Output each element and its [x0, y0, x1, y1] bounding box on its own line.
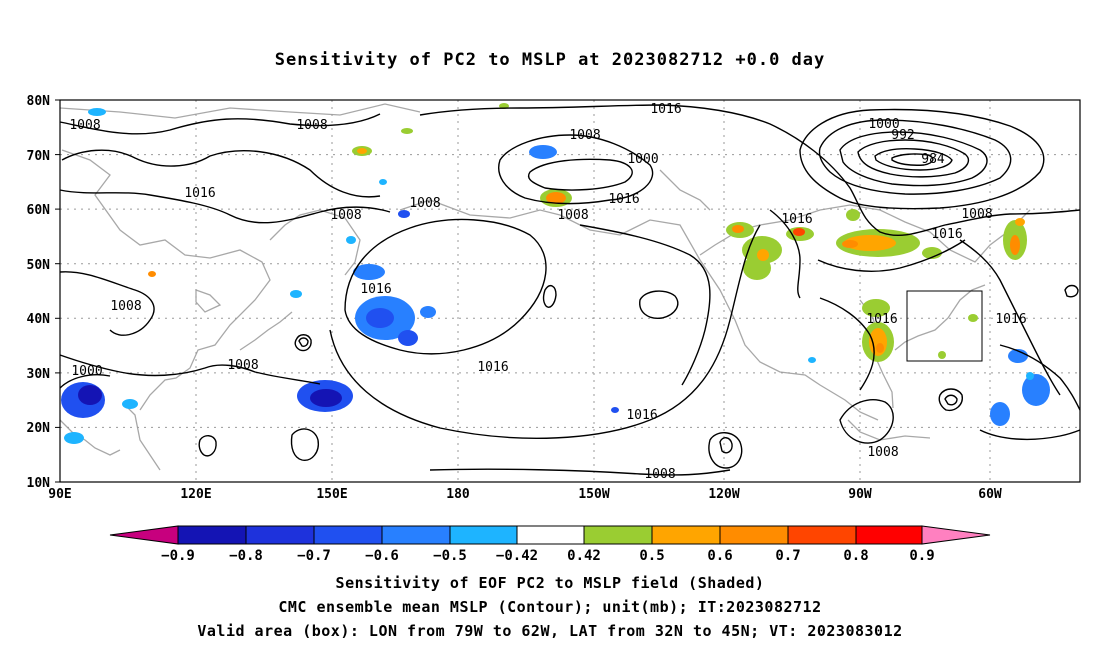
- lat-label: 30N: [27, 367, 51, 382]
- lon-label: 90E: [48, 487, 71, 502]
- axis-ticks: [55, 99, 60, 483]
- colorbar-label: 0.8: [843, 548, 868, 564]
- lon-label: 120E: [180, 487, 211, 502]
- mslp-contours: [59, 104, 1081, 476]
- contour-label: 1008: [330, 208, 361, 223]
- lat-axis-labels: 80N 70N 60N 50N 40N 30N 20N 10N: [27, 94, 51, 491]
- colorbar-swatch: [381, 525, 451, 545]
- contour-label: 1016: [866, 312, 897, 327]
- colorbar-swatch: [177, 525, 247, 545]
- colorbar-swatch: [313, 525, 383, 545]
- lon-label: 150E: [316, 487, 347, 502]
- lat-label: 70N: [27, 149, 51, 164]
- contour-label: 1016: [360, 282, 391, 297]
- chart-title: Sensitivity of PC2 to MSLP at 2023082712…: [274, 50, 826, 70]
- colorbar-swatch: [583, 525, 653, 545]
- lat-label: 80N: [27, 94, 51, 109]
- colorbar-swatch: [516, 525, 585, 545]
- colorbar-label: −0.9: [161, 548, 195, 564]
- contour-label: 1016: [626, 408, 657, 423]
- contour-label: 1008: [296, 118, 327, 133]
- contour-label: 1008: [69, 118, 100, 133]
- contour-label: 1008: [110, 299, 141, 314]
- contour-label: 1016: [995, 312, 1026, 327]
- colorbar-swatch: [787, 525, 857, 545]
- grid-lines: [60, 100, 1080, 482]
- lat-label: 10N: [27, 476, 51, 491]
- lon-label: 60W: [978, 487, 1002, 502]
- colorbar-label: −0.8: [229, 548, 263, 564]
- colorbar-label: −0.42: [496, 548, 538, 564]
- contour-label: 1008: [227, 358, 258, 373]
- contour-label: 1000: [868, 117, 899, 132]
- contour-label: 984: [921, 152, 945, 167]
- colorbar-low-triangle: [109, 525, 179, 545]
- caption-line-3: Valid area (box): LON from 79W to 62W, L…: [197, 622, 903, 640]
- caption-line-2: CMC ensemble mean MSLP (Contour); unit(m…: [278, 598, 822, 616]
- contour-label: 1016: [477, 360, 508, 375]
- colorbar-label: −0.6: [365, 548, 399, 564]
- lat-label: 40N: [27, 312, 51, 327]
- colorbar-labels: −0.9 −0.8 −0.7 −0.6 −0.5 −0.42 0.42 0.5 …: [161, 548, 935, 564]
- lat-label: 50N: [27, 258, 51, 273]
- contour-label: 1016: [931, 227, 962, 242]
- valid-area-box: [906, 290, 983, 362]
- colorbar-label: 0.5: [639, 548, 664, 564]
- colorbar-swatch: [245, 525, 315, 545]
- lon-axis-labels: 90E 120E 150E 180 150W 120W 90W 60W: [48, 487, 1002, 502]
- colorbar-label: −0.5: [433, 548, 467, 564]
- lat-label: 60N: [27, 203, 51, 218]
- colorbar-label: −0.7: [297, 548, 331, 564]
- caption-line-1: Sensitivity of EOF PC2 to MSLP field (Sh…: [335, 574, 765, 592]
- colorbar-swatch: [651, 525, 721, 545]
- contour-label: 1008: [409, 196, 440, 211]
- colorbar-swatch: [719, 525, 789, 545]
- negative-sensitivity-areas: [61, 108, 1050, 444]
- colorbar-label: 0.7: [775, 548, 800, 564]
- lon-label: 150W: [578, 487, 609, 502]
- contour-label: 1008: [961, 207, 992, 222]
- contour-label: 1008: [557, 208, 588, 223]
- lat-label: 20N: [27, 421, 51, 436]
- contour-label: 1008: [867, 445, 898, 460]
- lon-label: 180: [446, 487, 470, 502]
- colorbar-label: 0.9: [909, 548, 934, 564]
- colorbar-high-triangle: [921, 525, 991, 545]
- contour-label: 1008: [569, 128, 600, 143]
- colorbar: [109, 525, 991, 545]
- coastlines: [59, 103, 1031, 471]
- contour-label: 992: [891, 128, 914, 143]
- colorbar-label: 0.6: [707, 548, 732, 564]
- colorbar-swatch: [449, 525, 518, 545]
- lon-label: 90W: [848, 487, 872, 502]
- contour-label: 1016: [781, 212, 812, 227]
- contour-label: 1000: [627, 152, 658, 167]
- map-panel: 1008 1008 1016 1008 1008 1016 1016 1008 …: [55, 99, 1081, 483]
- contour-labels: 1008 1008 1016 1008 1008 1016 1016 1008 …: [69, 102, 1026, 482]
- colorbar-swatch: [855, 525, 923, 545]
- contour-label: 1016: [608, 192, 639, 207]
- colorbar-label: 0.42: [567, 548, 601, 564]
- contour-label: 1016: [184, 186, 215, 201]
- contour-label: 1000: [71, 364, 102, 379]
- lon-label: 120W: [708, 487, 739, 502]
- map-frame: [59, 99, 1081, 483]
- contour-label: 1016: [650, 102, 681, 117]
- contour-label: 1008: [644, 467, 675, 482]
